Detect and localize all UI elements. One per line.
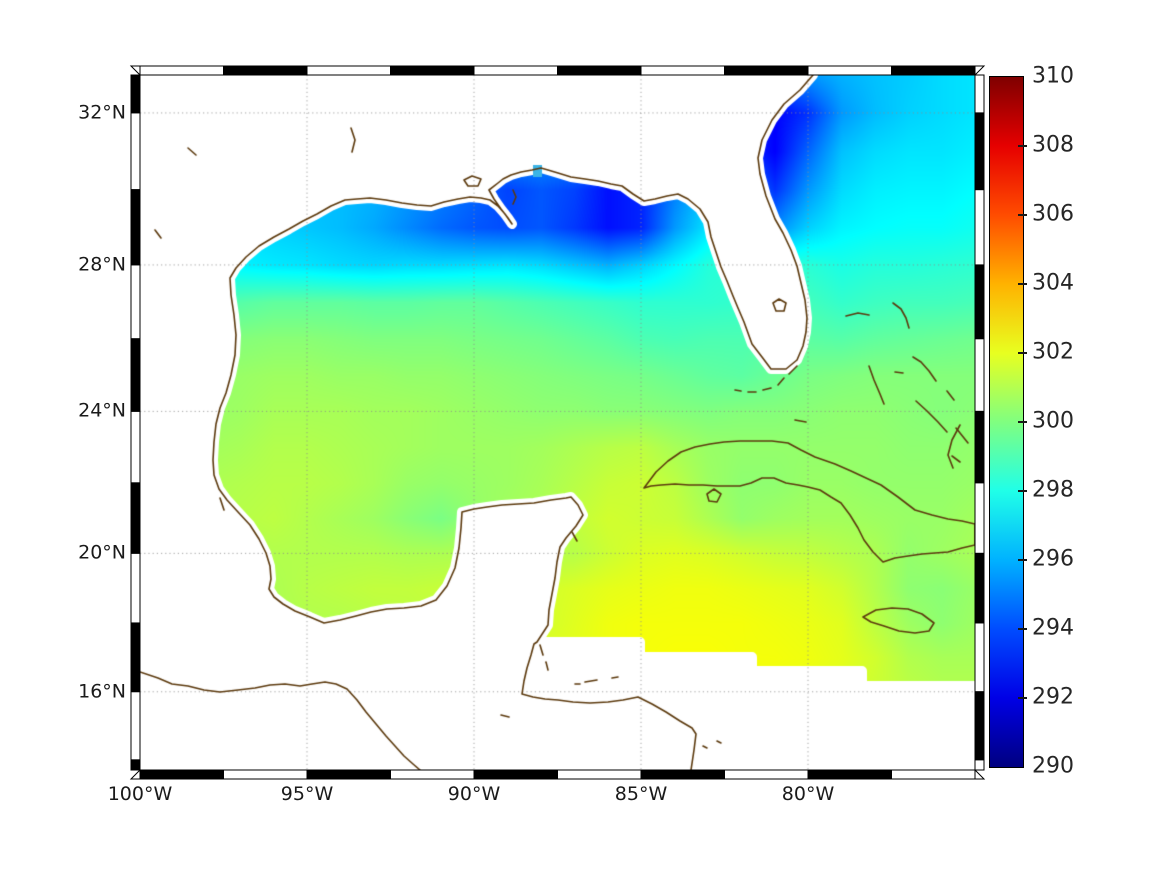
colorbar-tick-label: 304 — [1032, 270, 1074, 296]
frame-top-segment — [306, 65, 391, 76]
frame-right-segment — [974, 74, 985, 114]
colorbar-tick-mark — [1018, 697, 1027, 699]
frame-top-segment — [557, 65, 642, 76]
x-tick-label: 95°W — [280, 783, 334, 805]
temperature-field-map — [140, 75, 975, 770]
colorbar-tick-label: 290 — [1032, 753, 1074, 779]
frame-left-segment — [130, 410, 141, 484]
colorbar-tick-mark — [1018, 559, 1027, 561]
frame-right-segment — [974, 338, 985, 412]
colorbar-tick-label: 292 — [1032, 684, 1074, 710]
frame-top-segment — [891, 65, 976, 76]
frame-right-segment — [974, 552, 985, 624]
frame-left-segment — [130, 112, 141, 191]
frame-bottom-segment — [891, 769, 976, 780]
frame-left-segment — [130, 622, 141, 693]
frame-left-segment — [130, 189, 141, 266]
colorbar-tick-mark — [1018, 145, 1027, 147]
y-tick-label: 20°N — [78, 541, 126, 564]
frame-bottom-segment — [640, 769, 725, 780]
y-tick-label: 32°N — [78, 101, 126, 124]
colorbar-tick-mark — [1018, 628, 1027, 630]
colorbar-tick-mark — [1018, 490, 1027, 492]
frame-corner-bevel — [974, 768, 986, 780]
frame-top-segment — [223, 65, 308, 76]
frame-left-segment — [130, 338, 141, 412]
frame-corner-bevel — [129, 768, 141, 780]
frame-top-segment — [390, 65, 475, 76]
y-tick-label: 24°N — [78, 399, 126, 422]
colorbar-tick-mark — [1018, 283, 1027, 285]
frame-bottom-segment — [557, 769, 642, 780]
frame-left-segment — [130, 691, 141, 761]
frame-top-segment — [724, 65, 809, 76]
x-tick-label: 100°W — [107, 783, 173, 805]
frame-right-segment — [974, 482, 985, 554]
frame-corner-bevel — [129, 65, 141, 77]
colorbar-tick-label: 300 — [1032, 408, 1074, 434]
frame-left-segment — [130, 552, 141, 624]
frame-top-segment — [807, 65, 892, 76]
frame-right-segment — [974, 112, 985, 191]
colorbar-tick-label: 298 — [1032, 477, 1074, 503]
colorbar-tick-label: 296 — [1032, 546, 1074, 572]
frame-left-segment — [130, 74, 141, 114]
colorbar-tick-mark — [1018, 352, 1027, 354]
frame-corner-bevel — [974, 65, 986, 77]
colorbar-tick-mark — [1018, 214, 1027, 216]
y-tick-label: 28°N — [78, 253, 126, 276]
colorbar-tick-label: 306 — [1032, 201, 1074, 227]
y-tick-label: 16°N — [78, 680, 126, 703]
frame-left-segment — [130, 482, 141, 554]
frame-top-segment — [473, 65, 558, 76]
frame-bottom-segment — [390, 769, 475, 780]
frame-bottom-segment — [724, 769, 809, 780]
x-tick-label: 90°W — [447, 783, 501, 805]
frame-right-segment — [974, 264, 985, 340]
frame-right-segment — [974, 189, 985, 266]
frame-right-segment — [974, 759, 985, 771]
frame-right-segment — [974, 691, 985, 761]
frame-bottom-segment — [306, 769, 391, 780]
frame-top-segment — [640, 65, 725, 76]
colorbar-tick-label: 302 — [1032, 339, 1074, 365]
colorbar-tick-mark — [1018, 421, 1027, 423]
colorbar-tick-label: 308 — [1032, 132, 1074, 158]
frame-left-segment — [130, 759, 141, 771]
frame-bottom-segment — [807, 769, 892, 780]
frame-right-segment — [974, 410, 985, 484]
frame-left-segment — [130, 264, 141, 340]
frame-bottom-segment — [139, 769, 224, 780]
x-tick-label: 85°W — [614, 783, 668, 805]
colorbar-tick-label: 310 — [1032, 63, 1074, 89]
x-tick-label: 80°W — [781, 783, 835, 805]
colorbar-tick-label: 294 — [1032, 615, 1074, 641]
frame-top-segment — [139, 65, 224, 76]
frame-right-segment — [974, 622, 985, 693]
frame-bottom-segment — [473, 769, 558, 780]
frame-bottom-segment — [223, 769, 308, 780]
